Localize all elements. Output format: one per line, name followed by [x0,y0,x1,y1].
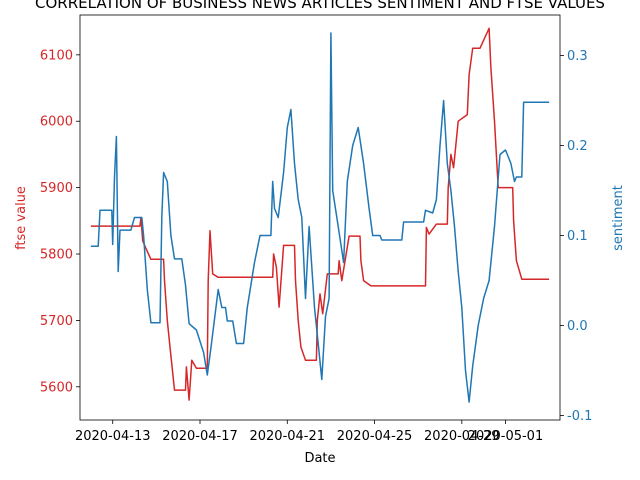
x-tick-label: 2020-04-25 [337,429,413,444]
right-y-tick-label: 0.3 [567,49,588,64]
left-y-tick-label: 5800 [40,248,73,263]
x-tick-label: 2020-05-01 [468,429,544,444]
right-y-tick-label: 0.0 [567,319,588,334]
right-y-tick-label: 0.2 [567,139,588,154]
left-y-tick-label: 6100 [40,48,73,63]
plot-frame [79,14,561,421]
tick-marks: 2020-04-13 2020-04-17 2020-04-21 2020-04-25… [40,48,592,444]
plot-lines [90,27,550,403]
x-tick-label: 2020-04-21 [249,429,325,444]
series-line-sentiment [90,32,550,403]
left-y-axis-label: ftse value [14,186,29,250]
right-y-tick-label: -0.1 [567,409,592,424]
x-tick-label: 2020-04-13 [75,429,151,444]
left-y-tick-label: 5600 [40,380,73,395]
x-tick-label: 2020-04-17 [162,429,238,444]
chart-title: CORRELATION OF BUSINESS NEWS ARTICLES SE… [35,0,605,12]
right-y-axis-label: sentiment [611,185,626,251]
x-tick-label: 2020-04-29 [424,429,500,444]
x-axis-label: Date [304,451,335,466]
series-line-ftse-value [90,27,550,401]
left-y-tick-label: 5700 [40,314,73,329]
axes [79,14,561,421]
right-y-tick-label: 0.1 [567,229,588,244]
left-y-tick-label: 6000 [40,115,73,130]
left-y-tick-label: 5900 [40,181,73,196]
